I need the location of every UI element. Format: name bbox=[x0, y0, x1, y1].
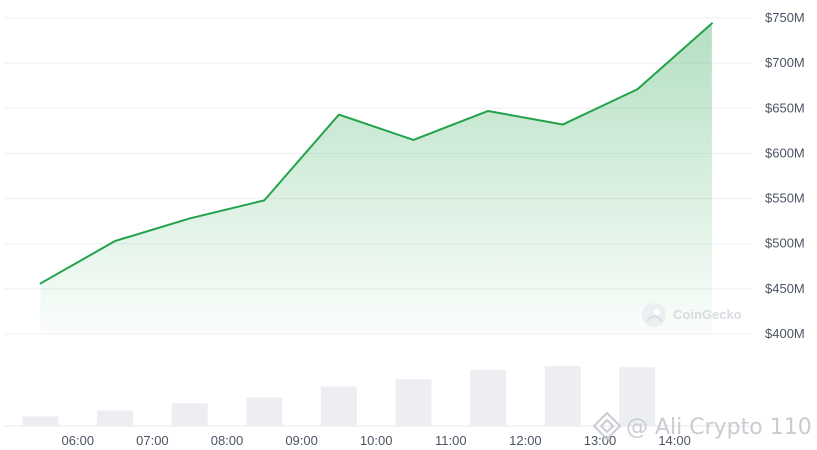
x-tick-label: 07:00 bbox=[136, 433, 169, 448]
x-tick-label: 08:00 bbox=[211, 433, 244, 448]
volume-bar bbox=[395, 379, 432, 426]
volume-bar bbox=[171, 403, 208, 426]
x-axis-labels: 06:00 07:00 08:00 09:00 10:00 11:00 12:00 13:00… bbox=[62, 433, 691, 448]
volume-bar bbox=[470, 369, 507, 426]
watermark-label: CoinGecko bbox=[673, 307, 742, 322]
x-tick-label: 10:00 bbox=[360, 433, 393, 448]
x-tick-label: 06:00 bbox=[62, 433, 95, 448]
volume-bars bbox=[22, 366, 656, 426]
volume-bar bbox=[544, 366, 581, 426]
y-tick-label: $500M bbox=[765, 236, 805, 251]
price-area bbox=[40, 23, 712, 334]
x-tick-label: 12:00 bbox=[509, 433, 542, 448]
y-tick-label: $700M bbox=[765, 55, 805, 70]
volume-bar bbox=[619, 367, 656, 426]
y-tick-label: $550M bbox=[765, 191, 805, 206]
y-tick-label: $400M bbox=[765, 326, 805, 341]
account-overlay: @ Ali Crypto 110 bbox=[592, 411, 812, 441]
y-tick-label: $750M bbox=[765, 10, 805, 25]
overlay-handle: @ Ali Crypto 110 bbox=[626, 415, 812, 440]
y-tick-label: $650M bbox=[765, 100, 805, 115]
y-tick-label: $450M bbox=[765, 281, 805, 296]
volume-bar bbox=[97, 410, 134, 426]
price-series-line bbox=[39, 22, 713, 285]
gecko-logo-icon bbox=[642, 303, 666, 327]
volume-bar bbox=[246, 397, 283, 426]
binance-logo-icon bbox=[592, 411, 622, 441]
x-tick-label: 14:00 bbox=[658, 433, 691, 448]
y-axis-labels: $750M $700M $650M $600M $550M $500M $450M $400M bbox=[765, 10, 805, 341]
x-tick-label: 09:00 bbox=[285, 433, 318, 448]
y-tick-label: $600M bbox=[765, 145, 805, 160]
volume-bar bbox=[320, 386, 357, 426]
volume-bar bbox=[22, 416, 59, 426]
coingecko-watermark: CoinGecko bbox=[642, 303, 742, 327]
x-tick-label: 11:00 bbox=[435, 433, 467, 448]
price-line-group bbox=[39, 22, 713, 285]
price-area-fill bbox=[40, 23, 712, 334]
